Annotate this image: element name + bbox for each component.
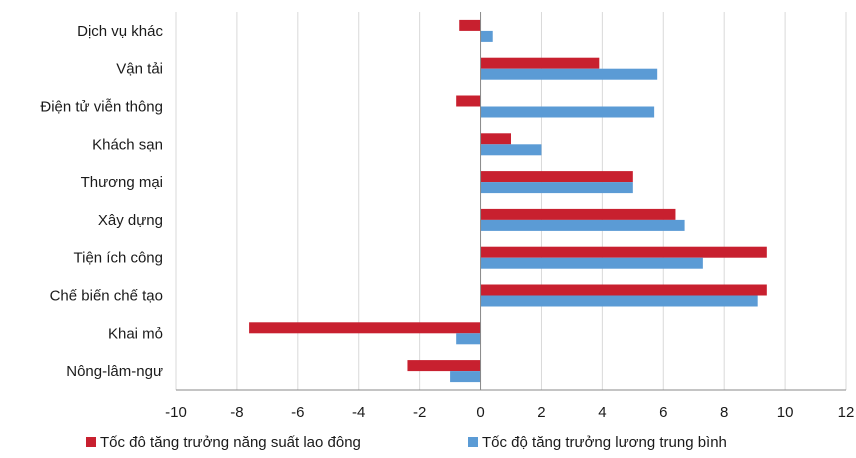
category-label-4: Thương mại: [81, 174, 163, 191]
bar-wage-0: [480, 30, 493, 42]
category-label-8: Khai mỏ: [108, 325, 163, 342]
x-tick-label-10: 10: [777, 404, 794, 421]
bar-wage-3: [480, 144, 542, 156]
category-label-2: Điện tử viễn thông: [40, 99, 163, 116]
bar-productivity-9: [407, 360, 481, 372]
bars: [249, 19, 767, 383]
x-tick-label-7: 4: [598, 404, 606, 421]
bar-productivity-1: [480, 57, 600, 69]
x-tick-label-4: -2: [413, 404, 426, 421]
x-tick-label-1: -8: [230, 404, 243, 421]
x-tick-labels: -10 -8 -6 -4 -2 0 2 4 6 8 10 12: [165, 404, 854, 421]
category-label-7: Chế biến chế tạo: [50, 288, 163, 305]
category-label-6: Tiện ích công: [74, 250, 164, 267]
bar-productivity-6: [480, 246, 767, 258]
category-label-9: Nông-lâm-ngư: [66, 363, 163, 380]
legend: Tốc đô tăng trưởng năng suất lao đông Tố…: [86, 434, 727, 451]
category-label-1: Vận tải: [116, 61, 163, 78]
bar-productivity-0: [459, 19, 481, 31]
x-tick-label-2: -6: [291, 404, 304, 421]
bar-wage-5: [480, 219, 685, 231]
bar-wage-4: [480, 182, 633, 194]
legend-swatch-productivity: [86, 437, 96, 447]
category-labels: Dịch vụ khác Vận tải Điện tử viễn thông Khá…: [40, 23, 163, 380]
bar-wage-1: [480, 68, 658, 80]
x-tick-label-3: -4: [352, 404, 365, 421]
bar-wage-8: [456, 333, 481, 345]
bar-productivity-4: [480, 171, 633, 183]
bar-productivity-5: [480, 208, 676, 220]
x-tick-label-11: 12: [838, 404, 855, 421]
bar-wage-7: [480, 295, 758, 307]
bar-productivity-2: [456, 95, 481, 107]
x-tick-label-8: 6: [659, 404, 667, 421]
category-label-5: Xây dựng: [98, 212, 163, 229]
x-tick-label-9: 8: [720, 404, 728, 421]
bar-productivity-8: [249, 322, 481, 334]
bar-wage-9: [450, 371, 481, 383]
category-label-0: Dịch vụ khác: [77, 23, 163, 40]
bar-wage-6: [480, 257, 703, 269]
legend-label-wage: Tốc độ tăng trưởng lương trung bình: [482, 434, 727, 451]
legend-label-productivity: Tốc đô tăng trưởng năng suất lao đông: [100, 434, 361, 451]
bar-productivity-7: [480, 284, 767, 296]
bar-wage-2: [480, 106, 655, 118]
legend-swatch-wage: [468, 437, 478, 447]
category-label-3: Khách sạn: [92, 136, 163, 153]
bar-productivity-3: [480, 133, 511, 145]
x-tick-label-6: 2: [537, 404, 545, 421]
x-tick-label-5: 0: [476, 404, 484, 421]
x-tick-label-0: -10: [165, 404, 187, 421]
